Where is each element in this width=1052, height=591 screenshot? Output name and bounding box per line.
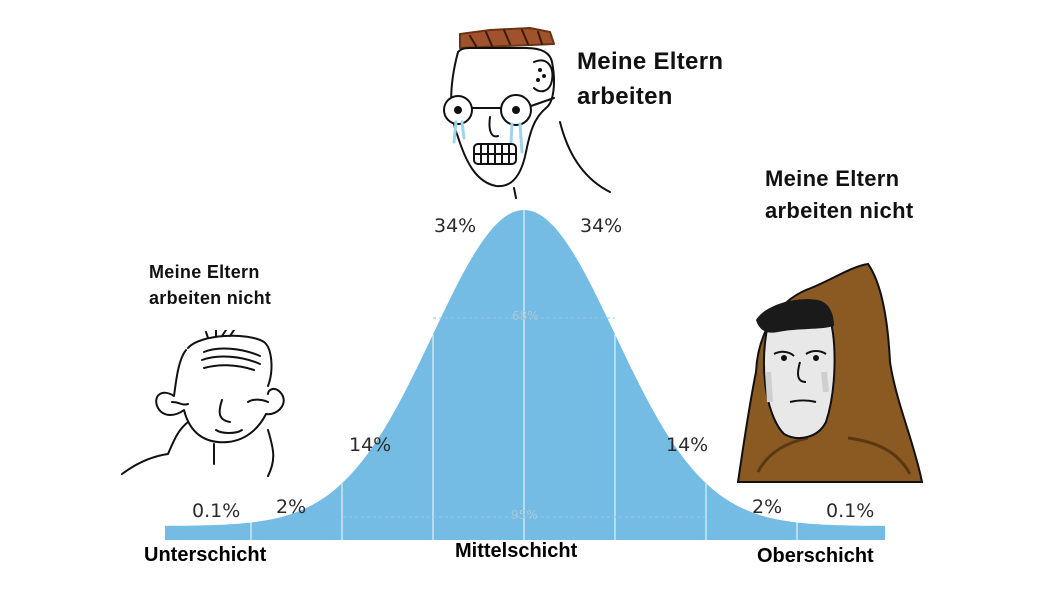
percent-right-1sd: 14% — [666, 434, 709, 456]
sigma-lines — [250, 210, 798, 540]
label-oberschicht: Oberschicht — [757, 545, 874, 567]
percent-left-1sd: 14% — [349, 434, 392, 456]
percent-left-center: 34% — [434, 215, 477, 237]
percent-right-tail: 0.1% — [826, 500, 875, 522]
caption-right: Meine Eltern arbeiten nicht — [765, 163, 913, 227]
caption-middle-line-2: arbeiten — [577, 82, 673, 110]
caption-right-line-2: arbeiten nicht — [765, 197, 914, 223]
caption-middle-line-1: Meine Eltern — [577, 48, 724, 75]
percent-right-2sd: 2% — [752, 496, 783, 518]
percent-right-center: 34% — [580, 215, 623, 237]
label-unterschicht: Unterschicht — [144, 544, 267, 566]
caption-left-line-1: Meine Eltern — [149, 262, 260, 282]
bangs — [756, 299, 834, 333]
hooded-wojak-figure — [736, 262, 924, 483]
bell-curve-area — [165, 210, 885, 540]
percent-left-2sd: 2% — [276, 496, 307, 518]
percent-one-sigma: 68% — [512, 309, 539, 323]
caption-right-line-1: Meine Eltern — [765, 166, 900, 191]
label-mittelschicht: Mittelschicht — [455, 540, 578, 562]
tear-left — [452, 120, 466, 144]
caption-left-line-2: arbeiten nicht — [149, 288, 272, 309]
caption-middle: Meine Eltern arbeiten — [577, 45, 723, 115]
percent-two-sigma: 95% — [511, 508, 538, 522]
percent-left-tail: 0.1% — [192, 500, 241, 522]
smug-wojak-figure — [121, 330, 285, 477]
crying-wojak-glasses-figure — [443, 27, 611, 199]
caption-left: Meine Eltern arbeiten nicht — [149, 259, 271, 311]
